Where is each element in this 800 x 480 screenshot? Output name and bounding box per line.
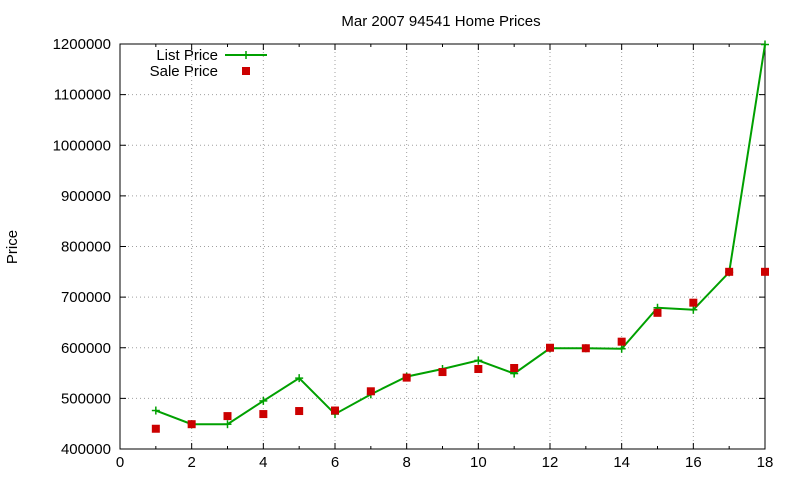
y-tick-label: 1000000 [53, 137, 111, 154]
data-point-sale-price [151, 424, 160, 433]
data-point-list-price [259, 396, 268, 405]
data-point-sale-price [223, 412, 232, 421]
y-tick-label: 1100000 [54, 87, 111, 104]
data-point-list-price [689, 305, 698, 314]
data-point-list-price [151, 406, 160, 415]
x-tick-label: 0 [116, 454, 124, 471]
y-axis-label: Price [4, 230, 21, 264]
x-tick-label: 12 [542, 454, 559, 471]
x-tick-label: 8 [402, 454, 410, 471]
data-point-list-price [223, 420, 232, 429]
data-point-sale-price [295, 407, 304, 416]
data-point-sale-price [402, 373, 411, 382]
data-point-list-price [295, 374, 304, 383]
data-point-sale-price [187, 420, 196, 429]
y-tick-label: 900000 [61, 188, 111, 205]
y-tick-label: 1200000 [53, 36, 111, 53]
legend-label: Sale Price [150, 63, 218, 80]
x-tick-label: 4 [259, 454, 267, 471]
data-point-sale-price [581, 344, 590, 353]
chart-title: Mar 2007 94541 Home Prices [341, 13, 540, 30]
legend-marker-plus [242, 51, 250, 59]
data-point-sale-price [546, 343, 554, 352]
data-point-sale-price [510, 364, 519, 372]
data-point-sale-price [761, 267, 769, 276]
axes: 400000 500000 600000 700000 800000 900000 1000… [53, 36, 774, 471]
x-tick-label: 6 [331, 454, 339, 471]
y-tick-label: 400000 [61, 441, 111, 458]
series-line-0 [155, 44, 766, 426]
y-tick-label: 800000 [61, 239, 111, 256]
x-tick-label: 16 [685, 454, 702, 471]
data-point-list-price [617, 344, 626, 353]
grid [120, 44, 765, 449]
data-point-sale-price [259, 410, 268, 419]
data-point-sale-price [438, 368, 447, 377]
data-point-sale-price [366, 387, 375, 396]
data-point-sale-price [689, 298, 698, 307]
y-tick-label: 600000 [61, 340, 111, 357]
y-tick-label: 700000 [61, 289, 111, 306]
x-tick-label: 2 [187, 454, 195, 471]
x-tick-label: 10 [470, 454, 487, 471]
x-tick-label: 14 [613, 454, 630, 471]
data-point-sale-price [474, 365, 483, 374]
data-point-sale-price [331, 406, 339, 415]
series [151, 40, 769, 433]
data-point-list-price [761, 40, 769, 49]
data-point-sale-price [617, 337, 626, 346]
legend-marker-square [242, 67, 250, 75]
y-tick-label: 500000 [61, 390, 111, 407]
data-point-sale-price [725, 267, 734, 276]
x-tick-label: 18 [757, 454, 774, 471]
data-point-list-price [474, 356, 483, 365]
data-point-sale-price [653, 308, 662, 317]
legend-label: List Price [156, 47, 218, 64]
